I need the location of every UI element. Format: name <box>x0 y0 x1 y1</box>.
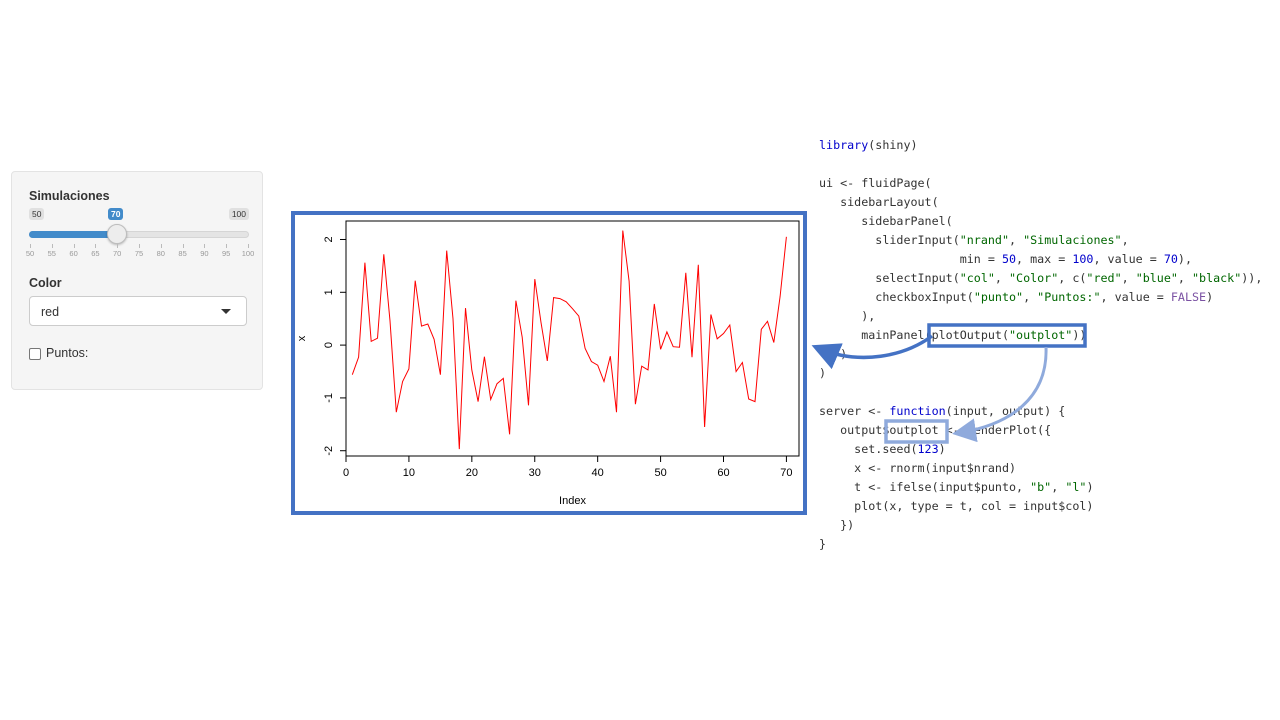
x-tick-label: 50 <box>654 467 666 479</box>
code-line: x <- rnorm(input$nrand) <box>819 461 1017 475</box>
x-tick-label: 60 <box>717 467 729 479</box>
color-select[interactable]: red <box>29 296 247 326</box>
code-line: min = 50, max = 100, value = 70), <box>819 252 1192 266</box>
x-tick-label: 70 <box>780 467 792 479</box>
plot-output: 0 10 20 30 40 50 60 70 -2 -1 0 1 2 Index x <box>291 211 807 515</box>
x-axis-label: Index <box>559 495 586 507</box>
code-line: library(shiny) <box>819 138 918 152</box>
x-tick-label: 0 <box>343 467 349 479</box>
slider-tick <box>160 244 162 248</box>
chevron-down-icon <box>221 309 231 314</box>
arrow-to-outplot <box>952 346 1048 443</box>
slider-ticks: 50 55 60 65 70 75 80 85 90 95 100 <box>25 244 254 260</box>
line-plot: 0 10 20 30 40 50 60 70 -2 -1 0 1 2 Index x <box>296 220 800 507</box>
code-line: t <- ifelse(input$punto, "b", "l") <box>819 480 1094 494</box>
y-tick-label: 2 <box>323 236 335 242</box>
y-axis-label: x <box>296 335 308 341</box>
code-line: sliderInput("nrand", "Simulaciones", <box>819 233 1129 247</box>
slider-tick <box>226 244 228 248</box>
slider-tick <box>139 244 140 248</box>
slider-tick-label: 100 <box>241 249 255 258</box>
simulaciones-slider[interactable]: 50 100 70 50 55 60 65 70 75 80 85 90 95 100 <box>25 208 254 260</box>
slider-tick-label: 85 <box>178 249 187 258</box>
slider-tick-label: 60 <box>69 249 78 258</box>
slider-label: Simulaciones <box>29 189 110 203</box>
slider-min-label: 50 <box>29 208 45 220</box>
color-select-value: red <box>41 305 60 319</box>
slider-tick <box>204 244 206 248</box>
code-line: ), <box>819 309 876 323</box>
slider-tick-label: 65 <box>91 249 100 258</box>
slider-tick <box>51 244 53 248</box>
code-line: checkboxInput("punto", "Puntos:", value … <box>819 290 1214 304</box>
code-line: set.seed(123) <box>819 442 946 456</box>
x-tick-label: 40 <box>592 467 604 479</box>
slider-tick-label: 70 <box>113 249 122 258</box>
code-line: output$outplot <- renderPlot({ <box>819 423 1052 437</box>
code-line: ) <box>819 347 848 361</box>
code-line: mainPanel(plotOutput("outplot")) <box>819 328 1087 342</box>
x-tick-label: 20 <box>466 467 478 479</box>
puntos-checkbox[interactable] <box>29 348 41 360</box>
code-line: } <box>819 537 827 551</box>
slider-tick-label: 75 <box>134 249 144 258</box>
y-tick-label: 1 <box>323 289 335 295</box>
code-line: sidebarLayout( <box>819 195 939 209</box>
slider-handle[interactable] <box>107 224 127 244</box>
y-tick-label: -1 <box>323 393 335 403</box>
slider-tick <box>73 244 75 248</box>
code-line: ui <- fluidPage( <box>819 176 932 190</box>
code-line: sidebarPanel( <box>819 214 953 228</box>
slider-max-label: 100 <box>228 208 249 220</box>
y-tick-label: 0 <box>323 342 335 348</box>
slider-tick <box>248 244 249 248</box>
plot-frame <box>345 220 800 457</box>
series-line <box>351 230 787 450</box>
code-line: ) <box>819 366 827 380</box>
code-line: server <- function(input, output) { <box>819 404 1066 418</box>
slider-tick <box>117 244 119 248</box>
code-line: plot(x, type = t, col = input$col) <box>819 499 1094 513</box>
slider-tick-label: 95 <box>222 249 231 258</box>
slider-fill <box>29 231 117 238</box>
x-tick-label: 10 <box>403 467 415 479</box>
code-line: selectInput("col", "Color", c("red", "bl… <box>819 271 1263 285</box>
slider-tick-label: 55 <box>47 249 56 258</box>
color-label: Color <box>29 276 62 290</box>
code-line: }) <box>819 518 855 532</box>
puntos-label[interactable]: Puntos: <box>46 346 89 360</box>
sidebar-panel: Simulaciones 50 100 70 50 55 60 65 70 75 80 85 9… <box>11 171 263 390</box>
slider-tick-label: 50 <box>25 249 35 258</box>
y-tick-label: -2 <box>323 446 335 456</box>
slider-value-label: 70 <box>108 208 124 220</box>
slider-tick <box>95 244 97 248</box>
slider-tick-label: 80 <box>156 249 165 258</box>
slider-tick-label: 90 <box>200 249 209 258</box>
slider-tick <box>182 244 184 248</box>
x-tick-label: 30 <box>529 467 541 479</box>
slider-tick <box>30 244 31 248</box>
